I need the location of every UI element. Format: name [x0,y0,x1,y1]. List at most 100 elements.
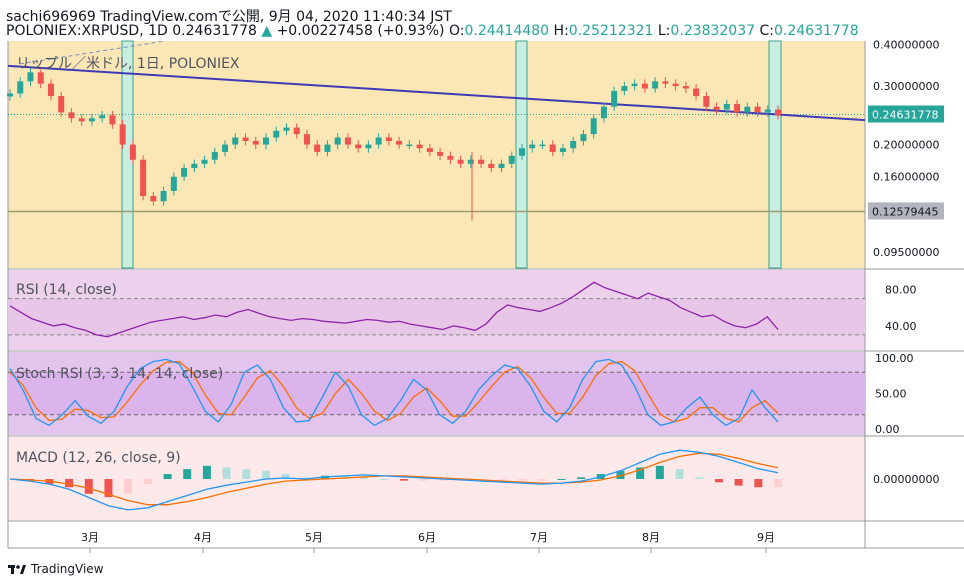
candle-body [283,127,290,131]
macd-histogram-bar [222,467,231,479]
candle-body [498,163,505,169]
low-label: L: [657,23,671,39]
candle-body [631,83,638,87]
candle-body [150,196,157,202]
candle-body [47,83,54,97]
chart-title: リップル／米ドル, 1日, POLONIEX [16,56,240,72]
ohlc-legend: POLONIEX:XRPUSD, 1D 0.24631778 ▲ +0.0022… [6,23,859,39]
candle-body [652,81,659,89]
macd-histogram-bar [616,470,625,479]
candle-body [252,140,259,145]
candle-body [344,137,351,145]
candle-body [703,96,710,107]
level-price-label-box [868,202,944,220]
time-axis-tick-label: 5月 [305,531,323,544]
time-axis-tick-label: 8月 [642,531,660,544]
candle-body [775,109,781,116]
macd-histogram-bar [695,477,704,479]
candle-body [88,118,95,122]
candle-body [191,163,198,169]
macd-histogram-bar [65,479,74,488]
candle-body [519,148,525,156]
candle-body [672,83,679,87]
candle-body [396,140,403,145]
candle-body [232,137,239,145]
candle-body [365,144,372,149]
high-label: H: [553,23,569,39]
candle-body [529,144,536,149]
change-value: +0.00227458 (+0.93%) [276,23,445,39]
macd-histogram-bar [714,479,723,483]
macd-histogram-bar [675,469,684,479]
macd-histogram-bar [262,470,270,479]
rsi-axis-tick-label: 40.00 [885,320,917,333]
candle-body [744,106,751,113]
macd-histogram-bar [281,474,290,479]
candle-body [140,159,147,197]
last-price-label-box [868,105,944,123]
low-value: 0.23832037 [670,23,756,39]
macd-histogram-bar [163,474,172,479]
brand-label: TradingView [31,562,104,576]
trendline [7,64,866,122]
macd-histogram-bar [636,467,645,479]
macd-axis-tick-label: 0.00000000 [873,473,939,486]
candle-body [314,144,321,152]
candle-body [119,124,126,145]
candle-body [170,176,177,191]
candle-body [437,151,444,156]
symbol-label: POLONIEX:XRPUSD, 1D [6,23,168,39]
stoch-axis-tick-label: 0.00 [875,423,900,436]
candle-body [693,88,700,97]
high-value: 0.25212321 [568,23,654,39]
macd-label: MACD (12, 26, close, 9) [16,450,181,466]
time-axis-tick-label: 4月 [194,531,212,544]
close-label: C: [759,23,774,39]
tradingview-brand[interactable]: TradingView [8,562,104,576]
macd-histogram-bar [498,479,507,481]
candle-body [682,86,689,89]
stoch-k-line [9,358,779,427]
dashed-trendline [19,40,166,65]
macd-histogram-bar [242,469,251,479]
candle-body [467,159,474,164]
candle-body [478,159,485,164]
candle-body [37,72,44,84]
macd-histogram-bar [577,477,586,479]
candle-body [222,144,229,152]
stoch-axis-tick-label: 100.00 [875,352,914,365]
candle-body [764,109,771,113]
candle-body [426,148,433,152]
candle-body [303,134,310,145]
time-axis-tick-label: 6月 [418,531,436,544]
candle-body [734,103,741,113]
macd-histogram-bar [301,477,310,479]
candle-body [109,115,116,125]
candle-body [549,144,556,152]
macd-histogram-bar [537,479,546,481]
close-value: 0.24631778 [773,23,859,39]
price-axis-tick-label: 0.40000000 [873,39,939,52]
candle-body [99,115,106,119]
macd-histogram-bar [439,479,448,481]
candle-body [324,144,331,152]
candle-body [17,81,24,94]
rsi-line [9,281,779,338]
macd-histogram-bar [557,479,566,480]
candle-body [600,106,607,119]
macd-histogram-bar [202,465,211,479]
price-axis-tick-label: 0.20000000 [873,139,939,152]
macd-histogram-bar [380,479,389,480]
price-axis-tick-label: 0.09500000 [873,246,939,259]
candle-body [406,144,413,147]
change-arrow-icon: ▲ [261,23,273,39]
macd-histogram-bar [734,479,743,486]
publish-info: sachi696969 TradingView.comで公開, 9月 04, 2… [6,9,452,25]
macd-histogram-bar [124,479,133,494]
macd-histogram-bar [655,465,664,479]
macd-histogram-bar [518,479,526,481]
macd-histogram-bar [774,479,782,488]
candle-body [181,168,188,177]
candle-body [293,127,300,135]
